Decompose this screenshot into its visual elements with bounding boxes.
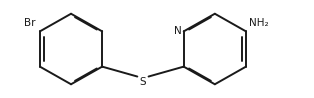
Text: S: S	[140, 77, 146, 87]
Text: N: N	[174, 26, 182, 36]
Text: NH₂: NH₂	[249, 18, 269, 28]
Text: Br: Br	[24, 18, 35, 28]
